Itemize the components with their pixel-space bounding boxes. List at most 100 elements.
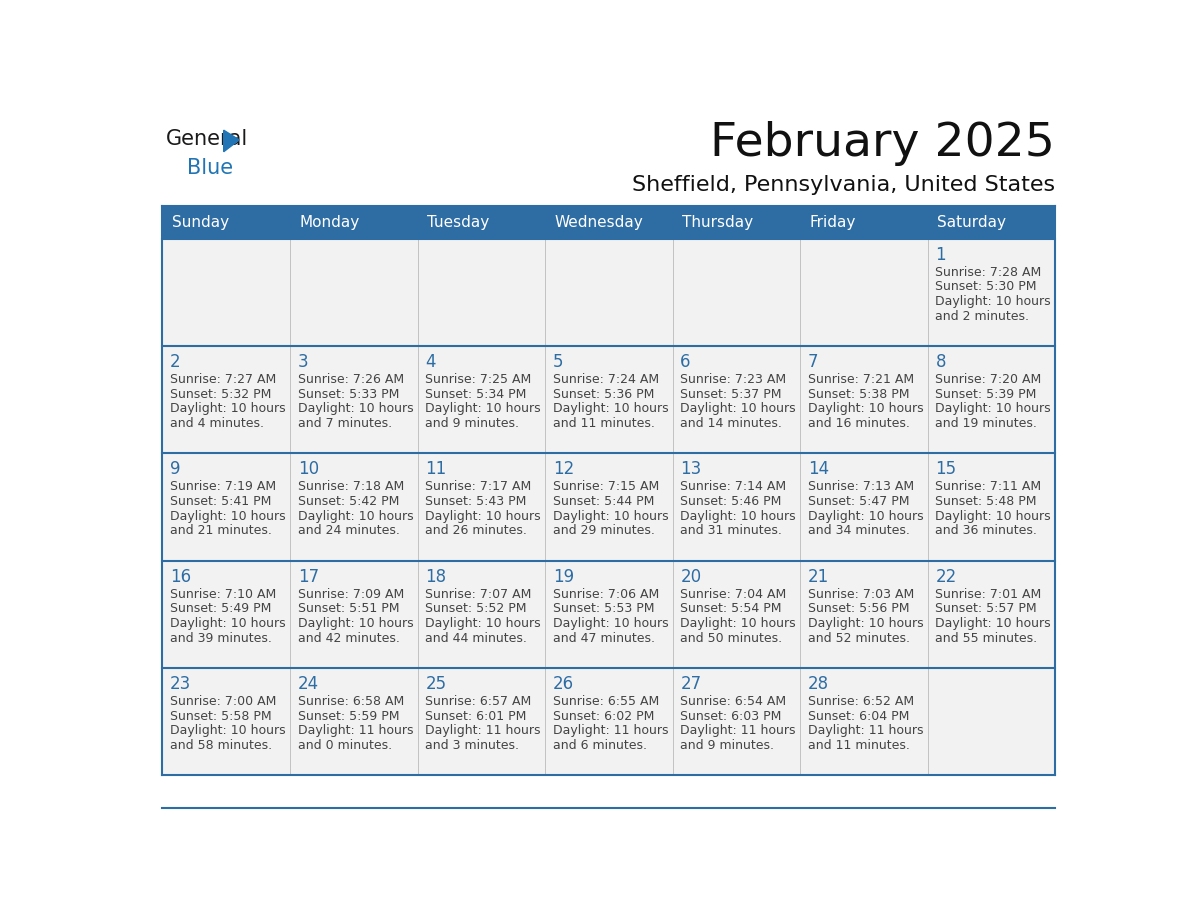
Text: Sunset: 5:52 PM: Sunset: 5:52 PM	[425, 602, 526, 615]
Text: Daylight: 10 hours: Daylight: 10 hours	[935, 509, 1051, 522]
Bar	[417, 239, 545, 346]
Text: Sunset: 5:42 PM: Sunset: 5:42 PM	[298, 495, 399, 508]
Text: and 52 minutes.: and 52 minutes.	[808, 632, 910, 644]
Bar	[545, 453, 672, 561]
Text: Sunset: 5:57 PM: Sunset: 5:57 PM	[935, 602, 1037, 615]
Bar	[290, 453, 417, 561]
Text: Tuesday: Tuesday	[426, 215, 489, 230]
Bar	[163, 207, 1055, 239]
Text: Sunrise: 7:20 AM: Sunrise: 7:20 AM	[935, 373, 1042, 386]
Text: Daylight: 10 hours: Daylight: 10 hours	[681, 402, 796, 415]
Text: Daylight: 10 hours: Daylight: 10 hours	[298, 509, 413, 522]
Text: Daylight: 11 hours: Daylight: 11 hours	[298, 724, 413, 737]
Text: Sunrise: 7:10 AM: Sunrise: 7:10 AM	[170, 588, 277, 600]
Text: Daylight: 10 hours: Daylight: 10 hours	[552, 402, 669, 415]
Text: Saturday: Saturday	[937, 215, 1006, 230]
Text: 4: 4	[425, 353, 436, 371]
Text: Sunrise: 7:04 AM: Sunrise: 7:04 AM	[681, 588, 786, 600]
Text: 14: 14	[808, 460, 829, 478]
Text: Sunrise: 6:58 AM: Sunrise: 6:58 AM	[298, 695, 404, 708]
Text: Sunrise: 7:28 AM: Sunrise: 7:28 AM	[935, 265, 1042, 279]
Text: Sunrise: 7:00 AM: Sunrise: 7:00 AM	[170, 695, 277, 708]
Text: Sunrise: 7:17 AM: Sunrise: 7:17 AM	[425, 480, 531, 493]
Bar	[417, 561, 545, 668]
Text: and 50 minutes.: and 50 minutes.	[681, 632, 783, 644]
Bar	[290, 346, 417, 453]
Bar	[672, 561, 801, 668]
Text: and 3 minutes.: and 3 minutes.	[425, 739, 519, 752]
Text: Sunrise: 7:21 AM: Sunrise: 7:21 AM	[808, 373, 914, 386]
Bar	[290, 561, 417, 668]
Text: 7: 7	[808, 353, 819, 371]
Text: 27: 27	[681, 675, 701, 693]
Text: Thursday: Thursday	[682, 215, 753, 230]
Text: and 47 minutes.: and 47 minutes.	[552, 632, 655, 644]
Text: and 9 minutes.: and 9 minutes.	[681, 739, 775, 752]
Text: Sunset: 5:46 PM: Sunset: 5:46 PM	[681, 495, 782, 508]
Text: and 34 minutes.: and 34 minutes.	[808, 524, 910, 537]
Text: Sunset: 5:34 PM: Sunset: 5:34 PM	[425, 387, 526, 400]
Text: 13: 13	[681, 460, 702, 478]
Text: Sunday: Sunday	[172, 215, 229, 230]
Bar	[417, 453, 545, 561]
Text: Sunset: 5:43 PM: Sunset: 5:43 PM	[425, 495, 526, 508]
Text: 20: 20	[681, 567, 701, 586]
Text: 23: 23	[170, 675, 191, 693]
Bar	[290, 239, 417, 346]
Text: Sunset: 5:32 PM: Sunset: 5:32 PM	[170, 387, 272, 400]
Text: Sunrise: 7:25 AM: Sunrise: 7:25 AM	[425, 373, 531, 386]
Bar	[417, 668, 545, 776]
Text: Daylight: 10 hours: Daylight: 10 hours	[425, 617, 541, 630]
Text: 6: 6	[681, 353, 691, 371]
Text: and 11 minutes.: and 11 minutes.	[808, 739, 910, 752]
Text: and 29 minutes.: and 29 minutes.	[552, 524, 655, 537]
Bar	[801, 561, 928, 668]
Text: Sunrise: 7:13 AM: Sunrise: 7:13 AM	[808, 480, 914, 493]
Text: Sunset: 5:39 PM: Sunset: 5:39 PM	[935, 387, 1037, 400]
Text: Sunrise: 7:07 AM: Sunrise: 7:07 AM	[425, 588, 532, 600]
Text: Daylight: 10 hours: Daylight: 10 hours	[681, 617, 796, 630]
Bar	[545, 239, 672, 346]
Text: Daylight: 10 hours: Daylight: 10 hours	[935, 617, 1051, 630]
Text: Sunset: 5:59 PM: Sunset: 5:59 PM	[298, 710, 399, 722]
Text: 1: 1	[935, 246, 946, 263]
Bar	[163, 453, 290, 561]
Text: Daylight: 10 hours: Daylight: 10 hours	[552, 617, 669, 630]
Bar	[801, 239, 928, 346]
Text: and 31 minutes.: and 31 minutes.	[681, 524, 782, 537]
Bar	[290, 668, 417, 776]
Text: Daylight: 10 hours: Daylight: 10 hours	[425, 509, 541, 522]
Bar	[928, 668, 1055, 776]
Bar	[801, 346, 928, 453]
Text: and 19 minutes.: and 19 minutes.	[935, 417, 1037, 430]
Text: and 55 minutes.: and 55 minutes.	[935, 632, 1037, 644]
Text: and 4 minutes.: and 4 minutes.	[170, 417, 264, 430]
Text: and 36 minutes.: and 36 minutes.	[935, 524, 1037, 537]
Text: and 2 minutes.: and 2 minutes.	[935, 309, 1030, 322]
Text: Sunset: 6:01 PM: Sunset: 6:01 PM	[425, 710, 526, 722]
Text: Sunset: 5:37 PM: Sunset: 5:37 PM	[681, 387, 782, 400]
Text: Sunrise: 7:27 AM: Sunrise: 7:27 AM	[170, 373, 277, 386]
Text: Sunrise: 7:11 AM: Sunrise: 7:11 AM	[935, 480, 1042, 493]
Text: Sunrise: 7:06 AM: Sunrise: 7:06 AM	[552, 588, 659, 600]
Text: 26: 26	[552, 675, 574, 693]
Text: Sunset: 5:44 PM: Sunset: 5:44 PM	[552, 495, 655, 508]
Text: 10: 10	[298, 460, 318, 478]
Text: and 44 minutes.: and 44 minutes.	[425, 632, 527, 644]
Text: Daylight: 10 hours: Daylight: 10 hours	[298, 402, 413, 415]
Text: Sunrise: 7:18 AM: Sunrise: 7:18 AM	[298, 480, 404, 493]
Text: Sunrise: 7:03 AM: Sunrise: 7:03 AM	[808, 588, 914, 600]
Text: Daylight: 10 hours: Daylight: 10 hours	[170, 724, 286, 737]
Text: 21: 21	[808, 567, 829, 586]
Text: and 9 minutes.: and 9 minutes.	[425, 417, 519, 430]
Text: Sunset: 5:36 PM: Sunset: 5:36 PM	[552, 387, 655, 400]
Text: and 39 minutes.: and 39 minutes.	[170, 632, 272, 644]
Text: Blue: Blue	[188, 158, 233, 178]
Text: Sunrise: 6:52 AM: Sunrise: 6:52 AM	[808, 695, 914, 708]
Text: Daylight: 10 hours: Daylight: 10 hours	[170, 617, 286, 630]
Text: Daylight: 10 hours: Daylight: 10 hours	[935, 402, 1051, 415]
Text: 25: 25	[425, 675, 447, 693]
Text: Friday: Friday	[809, 215, 855, 230]
Text: Daylight: 11 hours: Daylight: 11 hours	[681, 724, 796, 737]
Bar	[672, 346, 801, 453]
